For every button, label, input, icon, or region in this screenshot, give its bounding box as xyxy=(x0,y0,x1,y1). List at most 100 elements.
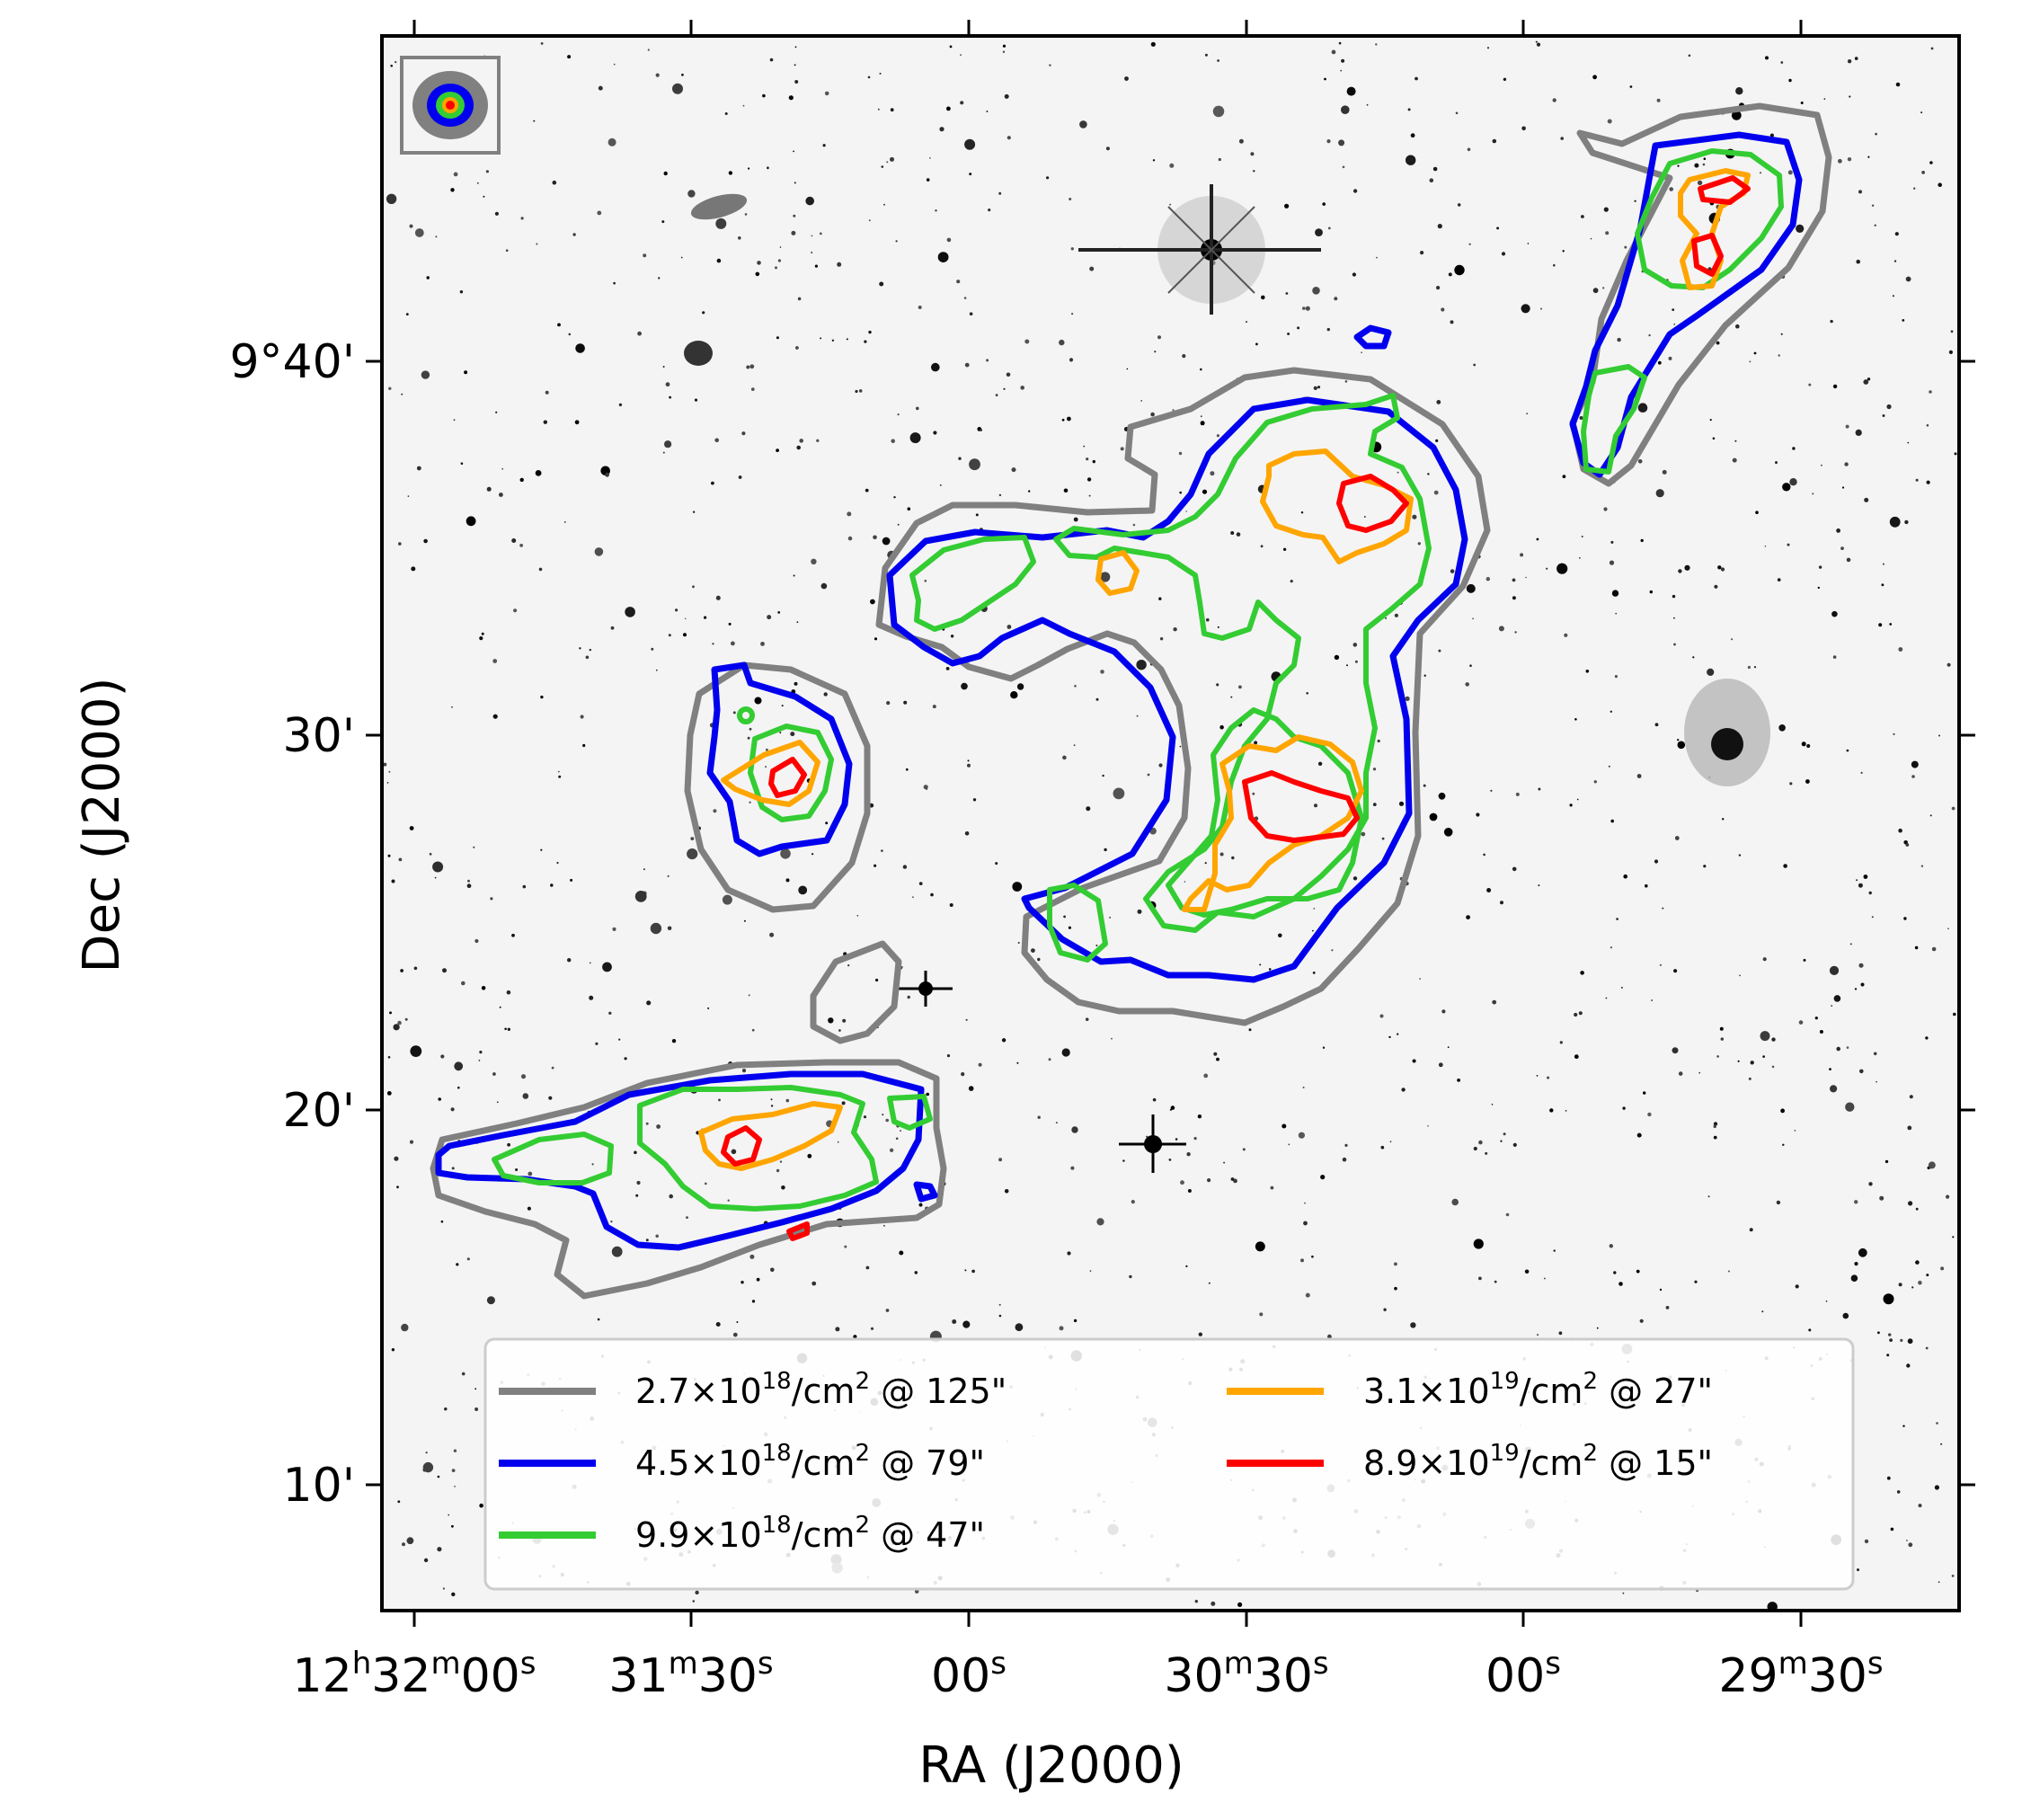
green-contour-left-arm xyxy=(909,535,1036,632)
star xyxy=(1433,490,1439,495)
star xyxy=(1574,718,1577,721)
star xyxy=(388,386,392,390)
star xyxy=(1795,1284,1799,1289)
star xyxy=(918,1203,923,1207)
star xyxy=(988,209,991,212)
star xyxy=(1259,1312,1264,1317)
star xyxy=(1829,965,1840,975)
star xyxy=(1907,1125,1912,1131)
star xyxy=(820,582,828,590)
star xyxy=(1636,774,1642,778)
star xyxy=(386,1091,392,1096)
star xyxy=(671,1039,677,1043)
star xyxy=(1184,881,1186,883)
star xyxy=(1206,617,1210,622)
legend-label: 8.9×1019/cm2 @ 15" xyxy=(1363,1440,1713,1483)
star xyxy=(1792,447,1796,450)
star xyxy=(1911,1286,1914,1289)
star xyxy=(711,481,714,485)
star xyxy=(1412,514,1417,519)
star xyxy=(1086,806,1091,812)
star xyxy=(1649,590,1654,594)
star xyxy=(935,209,937,212)
bright-star-center xyxy=(899,971,953,1007)
star xyxy=(914,1589,919,1594)
star xyxy=(1261,295,1265,300)
legend-entry: 9.9×1018/cm2 @ 47" xyxy=(499,1512,985,1555)
star xyxy=(690,837,695,840)
star xyxy=(1478,1140,1483,1145)
star xyxy=(1346,86,1356,96)
star xyxy=(663,171,668,176)
red-contour-upper-right-2 xyxy=(1691,233,1724,277)
star xyxy=(1210,471,1215,476)
star xyxy=(453,419,456,422)
star xyxy=(404,1017,408,1021)
orange-contour-lower-left xyxy=(698,1101,843,1171)
star xyxy=(769,58,774,62)
star xyxy=(1623,874,1627,879)
star xyxy=(479,1503,483,1508)
star xyxy=(893,496,896,499)
star xyxy=(665,382,670,387)
star xyxy=(1911,775,1915,778)
star xyxy=(795,346,799,350)
star xyxy=(1832,384,1838,389)
star xyxy=(611,1246,623,1257)
star xyxy=(423,1558,429,1563)
star xyxy=(1200,368,1202,371)
star xyxy=(1882,414,1885,417)
star xyxy=(1659,1288,1663,1292)
star xyxy=(728,171,733,175)
star xyxy=(1789,782,1793,786)
star xyxy=(1069,198,1072,200)
star xyxy=(1185,1265,1188,1267)
star xyxy=(1230,531,1235,535)
star xyxy=(1376,256,1378,259)
star xyxy=(1361,831,1366,837)
star xyxy=(1342,165,1345,169)
star xyxy=(467,879,470,883)
star xyxy=(939,127,944,132)
star xyxy=(459,290,464,294)
star xyxy=(476,182,479,184)
star xyxy=(744,213,748,216)
star xyxy=(1905,276,1911,282)
star xyxy=(511,933,515,937)
star xyxy=(1898,647,1903,652)
star xyxy=(980,429,982,431)
star xyxy=(662,451,665,454)
star xyxy=(1562,250,1565,253)
star xyxy=(930,892,934,897)
star xyxy=(770,1267,775,1273)
star xyxy=(1669,187,1673,191)
star xyxy=(1782,1143,1785,1147)
star xyxy=(1559,1041,1563,1044)
star xyxy=(473,846,475,848)
star xyxy=(528,1171,533,1176)
star xyxy=(1882,563,1885,565)
star xyxy=(1252,792,1255,795)
star xyxy=(1538,787,1541,791)
star xyxy=(715,218,727,229)
star xyxy=(865,1265,870,1270)
star xyxy=(1405,696,1410,702)
star xyxy=(1322,1046,1326,1049)
beam-inset xyxy=(400,56,501,155)
star xyxy=(1313,908,1316,910)
star xyxy=(855,389,858,394)
star xyxy=(918,306,922,309)
star xyxy=(732,711,736,715)
star xyxy=(1238,685,1242,689)
star xyxy=(1895,82,1901,87)
star xyxy=(1925,1036,1929,1040)
star xyxy=(790,732,795,737)
star xyxy=(1673,969,1678,973)
star xyxy=(1694,163,1699,168)
star xyxy=(1902,319,1905,322)
star xyxy=(645,1122,649,1125)
star xyxy=(1200,415,1202,418)
orange-contour-main-top xyxy=(1260,448,1414,564)
star xyxy=(1727,1270,1730,1273)
star xyxy=(820,337,822,340)
